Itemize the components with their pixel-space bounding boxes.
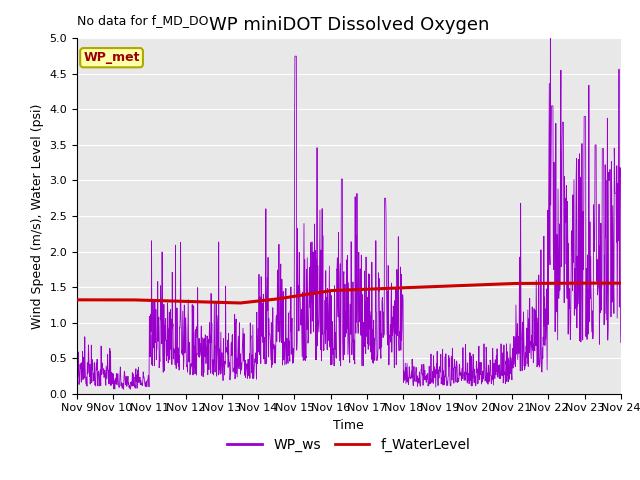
Text: WP_met: WP_met (83, 51, 140, 64)
Title: WP miniDOT Dissolved Oxygen: WP miniDOT Dissolved Oxygen (209, 16, 489, 34)
Legend: WP_ws, f_WaterLevel: WP_ws, f_WaterLevel (221, 432, 476, 458)
Text: No data for f_MD_DO: No data for f_MD_DO (77, 14, 208, 27)
Y-axis label: Wind Speed (m/s), Water Level (psi): Wind Speed (m/s), Water Level (psi) (31, 103, 44, 329)
X-axis label: Time: Time (333, 419, 364, 432)
